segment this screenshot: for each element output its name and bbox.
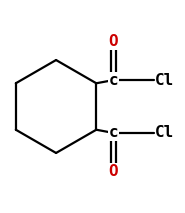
Text: Cl: Cl [154,73,174,88]
Text: c: c [109,73,118,88]
Text: Cl: Cl [154,125,174,140]
Text: c: c [109,125,118,140]
Text: O: O [109,34,118,49]
Text: O: O [109,164,118,179]
